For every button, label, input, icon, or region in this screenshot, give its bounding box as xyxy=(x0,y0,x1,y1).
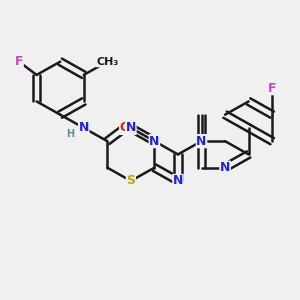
Text: N: N xyxy=(126,122,136,134)
Text: N: N xyxy=(220,161,230,174)
Text: N: N xyxy=(173,174,183,188)
Text: H: H xyxy=(66,129,75,139)
Text: N: N xyxy=(149,135,160,148)
Text: F: F xyxy=(268,82,276,95)
Text: N: N xyxy=(79,122,89,134)
Text: CH₃: CH₃ xyxy=(96,57,118,67)
Text: N: N xyxy=(196,135,207,148)
Text: O: O xyxy=(120,122,130,134)
Text: S: S xyxy=(126,174,135,188)
Text: F: F xyxy=(15,55,23,68)
